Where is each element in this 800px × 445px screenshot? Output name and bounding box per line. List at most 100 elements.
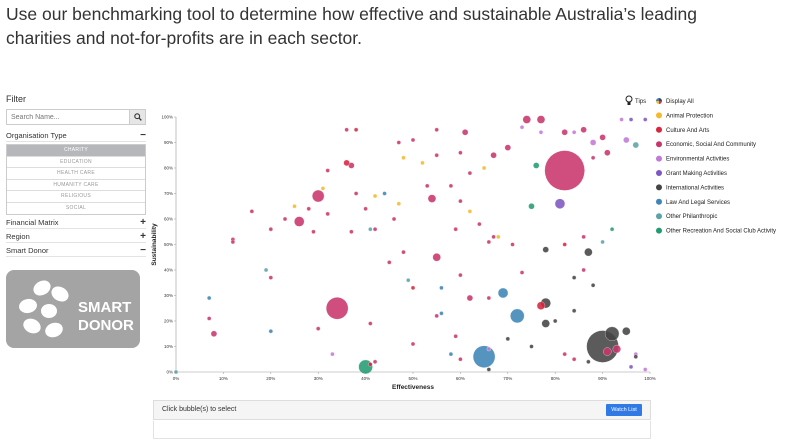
bubble[interactable] <box>358 359 373 375</box>
bubble[interactable] <box>368 362 373 367</box>
bubble[interactable] <box>434 153 439 158</box>
bubble[interactable] <box>519 125 525 130</box>
bubble[interactable] <box>581 267 586 273</box>
bubble[interactable] <box>599 134 606 141</box>
bubble[interactable] <box>343 159 350 167</box>
bubble[interactable] <box>458 199 463 204</box>
bubble[interactable] <box>432 253 441 262</box>
bubble[interactable] <box>604 326 620 341</box>
bubble[interactable] <box>353 191 359 196</box>
legend-item[interactable]: Other Recreation And Social Club Activit… <box>656 227 776 235</box>
bubble[interactable] <box>619 117 624 122</box>
bubble[interactable] <box>529 344 534 349</box>
bubble[interactable] <box>586 359 591 364</box>
bubble[interactable] <box>263 267 269 273</box>
bubble[interactable] <box>536 301 546 310</box>
bubble[interactable] <box>458 357 463 362</box>
bubble[interactable] <box>320 186 326 191</box>
bubble[interactable] <box>466 294 474 302</box>
bubble[interactable] <box>326 297 349 320</box>
bubble[interactable] <box>368 227 373 232</box>
legend-item[interactable]: International Activities <box>656 184 724 191</box>
bubble[interactable] <box>396 140 401 145</box>
bubble[interactable] <box>536 115 546 124</box>
bubble[interactable] <box>230 239 236 245</box>
legend-item[interactable]: Display All <box>656 98 694 105</box>
bubble[interactable] <box>410 341 416 347</box>
bubble[interactable] <box>458 272 463 278</box>
bubble[interactable] <box>623 136 630 144</box>
bubble[interactable] <box>448 183 454 188</box>
bubble[interactable] <box>544 150 585 191</box>
financial-matrix-toggle[interactable]: Financial Matrix + <box>6 217 146 229</box>
bubble[interactable] <box>628 117 634 122</box>
bubble[interactable] <box>396 201 401 206</box>
bubble[interactable] <box>472 345 496 368</box>
bubble[interactable] <box>207 316 212 321</box>
bubble[interactable] <box>458 150 463 155</box>
bubble[interactable] <box>325 211 330 217</box>
search-button[interactable] <box>129 110 145 124</box>
bubble[interactable] <box>207 295 212 301</box>
bubble[interactable] <box>561 129 568 136</box>
bubble[interactable] <box>528 203 535 210</box>
legend-item[interactable]: Law And Legal Services <box>656 198 730 206</box>
org-type-health-care[interactable]: HEALTH CARE <box>7 168 145 180</box>
bubble[interactable] <box>249 209 254 214</box>
bubble[interactable] <box>622 327 631 336</box>
smart-donor-logo[interactable]: SMART DONOR <box>6 270 140 348</box>
bubble[interactable] <box>612 344 621 354</box>
bubble[interactable] <box>533 162 540 169</box>
bubble[interactable] <box>406 278 411 283</box>
bubble[interactable] <box>306 206 311 211</box>
legend-item[interactable]: Culture And Arts <box>656 126 709 134</box>
bubble[interactable] <box>363 206 368 211</box>
bubble[interactable] <box>481 165 487 171</box>
bubble[interactable] <box>410 137 416 143</box>
bubble[interactable] <box>448 351 454 357</box>
bubble[interactable] <box>477 221 482 227</box>
bubble[interactable] <box>572 357 577 362</box>
bubble[interactable] <box>312 189 325 203</box>
bubble[interactable] <box>580 126 587 133</box>
bubble[interactable] <box>497 287 509 299</box>
bubble[interactable] <box>562 351 567 357</box>
bubble[interactable] <box>562 242 567 247</box>
region-toggle[interactable]: Region + <box>6 231 146 243</box>
bubble[interactable] <box>467 170 473 176</box>
bubble[interactable] <box>467 209 473 214</box>
org-type-education[interactable]: EDUCATION <box>7 157 145 168</box>
bubble[interactable] <box>372 227 378 232</box>
bubble[interactable] <box>461 129 469 136</box>
smart-donor-toggle[interactable]: Smart Donor − <box>6 245 146 257</box>
bubble[interactable] <box>486 295 491 301</box>
org-type-charity[interactable]: CHARITY <box>7 145 145 157</box>
org-type-toggle[interactable]: Organisation Type − <box>6 130 146 142</box>
bubble[interactable] <box>401 155 406 160</box>
bubble[interactable] <box>538 130 544 135</box>
watch-list-button[interactable]: Watch List <box>606 404 642 416</box>
org-type-religious[interactable]: RELIGIOUS <box>7 191 145 203</box>
bubble[interactable] <box>609 227 615 232</box>
search-input[interactable] <box>7 110 129 124</box>
bubble[interactable] <box>391 216 397 222</box>
legend-item[interactable]: Environmental Activities <box>656 155 729 163</box>
bubble[interactable] <box>553 318 558 324</box>
bubble[interactable] <box>311 229 316 234</box>
bubble[interactable] <box>330 351 335 357</box>
bubble[interactable] <box>628 364 634 370</box>
bubble[interactable] <box>522 115 531 124</box>
bubble[interactable] <box>491 234 496 240</box>
legend-item[interactable]: Other Philanthropic <box>656 213 717 220</box>
bubble[interactable] <box>420 160 425 166</box>
bubble[interactable] <box>372 359 378 364</box>
bubble[interactable] <box>486 367 491 372</box>
bubble[interactable] <box>372 193 378 199</box>
bubble[interactable] <box>439 311 444 316</box>
bubble[interactable] <box>554 198 566 209</box>
bubble[interactable] <box>434 313 439 319</box>
bubble[interactable] <box>510 242 515 247</box>
bubble[interactable] <box>453 334 458 339</box>
legend-item[interactable]: Economic, Social And Community <box>656 141 756 148</box>
bubble[interactable] <box>590 283 596 288</box>
